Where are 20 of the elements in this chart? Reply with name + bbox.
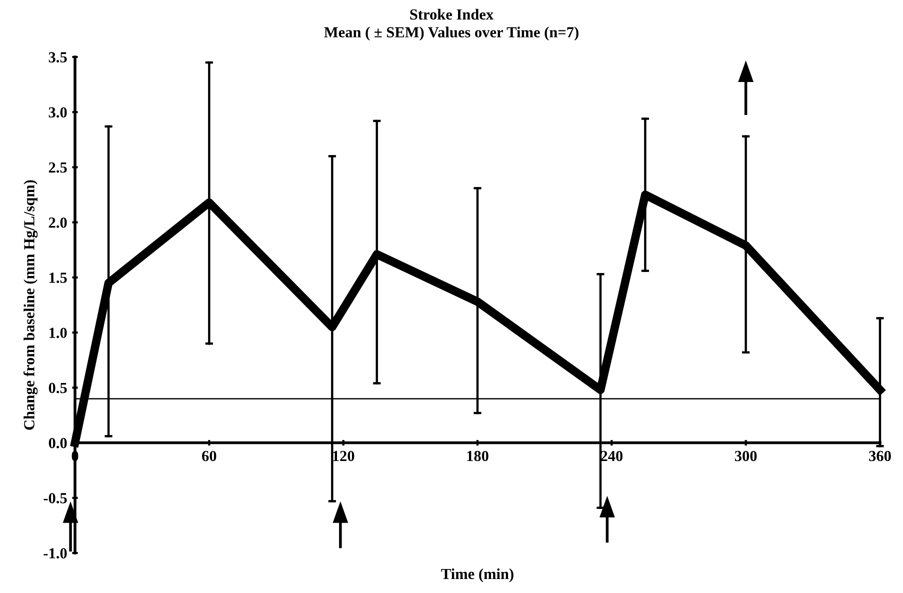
y-tick-label: 1.0 [49, 328, 67, 338]
x-tick-label: 60 [202, 450, 216, 462]
y-tick-label: 2.0 [48, 217, 67, 228]
x-tick-label: 300 [734, 450, 757, 462]
x-tick-label: 240 [600, 450, 623, 462]
y-tick-label: 2.5 [48, 162, 67, 173]
x-axis-title: Time (min) [441, 568, 514, 582]
x-tick-label: 180 [467, 450, 488, 462]
x-tick-label: 120 [333, 450, 354, 462]
chart-subtitle: Mean ( ± SEM) Values over Time (n=7) [324, 26, 578, 41]
y-axis-title: Change from baseline (mm Hg/L/sqm) [23, 180, 38, 430]
y-tick-label: -0.5 [44, 493, 67, 504]
y-tick-label: 3.5 [48, 52, 67, 63]
y-tick-label: 1.5 [49, 272, 67, 283]
y-tick-label: 0.5 [48, 382, 67, 394]
y-tick-label: -1.0 [44, 548, 67, 559]
y-tick-label: 3.0 [48, 107, 67, 118]
chart-title: Stroke Index [410, 8, 494, 20]
x-tick-label: 360 [869, 450, 891, 462]
y-tick-label: 0.0 [48, 438, 67, 448]
